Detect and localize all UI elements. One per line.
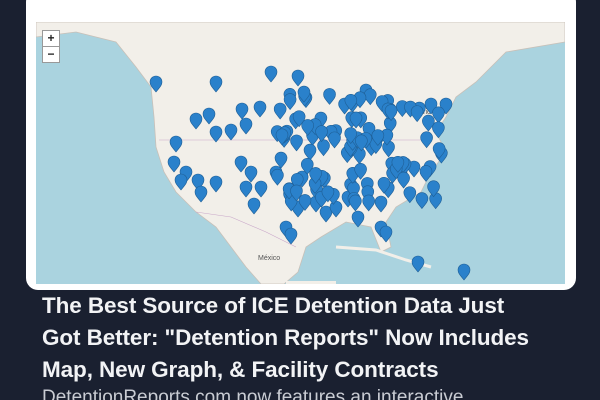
map-pin[interactable] (189, 112, 203, 130)
map-pin[interactable] (239, 180, 253, 198)
map-pin[interactable] (419, 165, 433, 182)
map-pin[interactable] (349, 194, 362, 212)
map-pin[interactable] (362, 194, 375, 212)
map-pin[interactable] (209, 175, 223, 193)
map-pin[interactable] (264, 65, 278, 83)
map-pin[interactable] (274, 151, 288, 169)
map-pin[interactable] (167, 155, 181, 173)
map-pin[interactable] (397, 171, 410, 189)
map-pin[interactable] (411, 255, 425, 273)
map-pin[interactable] (410, 105, 424, 123)
zoom-in[interactable]: + (42, 30, 60, 47)
map-pin[interactable] (384, 104, 398, 122)
map-pin[interactable] (169, 135, 183, 153)
map-pin[interactable] (321, 185, 335, 203)
map-pin[interactable] (374, 195, 388, 213)
map-pin[interactable] (315, 125, 328, 143)
land (36, 22, 565, 284)
title-line[interactable]: Map, New Graph, & Facility Contracts (42, 357, 439, 382)
article-subtitle: DetentionReports.com now features an int… (42, 387, 464, 400)
map-pin[interactable] (403, 186, 417, 204)
map-pin[interactable] (427, 180, 440, 198)
map-pin[interactable] (239, 117, 253, 135)
map-pin[interactable] (291, 69, 305, 87)
map-pin[interactable] (422, 114, 435, 132)
map-pin[interactable] (303, 143, 317, 161)
title-line[interactable]: The Best Source of ICE Detention Data Ju… (42, 293, 505, 318)
map-pin[interactable] (354, 163, 367, 180)
map-pin[interactable] (235, 102, 249, 120)
title-line[interactable]: Got Better: "Detention Reports" Now Incl… (42, 325, 529, 350)
map-pin[interactable] (290, 134, 303, 152)
map-pin[interactable] (149, 75, 163, 93)
map-pin[interactable] (323, 88, 336, 105)
map-pin[interactable] (284, 227, 298, 245)
map-pin[interactable] (457, 263, 471, 281)
map-pin[interactable] (319, 205, 333, 223)
map-pin[interactable] (209, 125, 223, 143)
map: Ontario México (36, 22, 565, 284)
map-pin[interactable] (253, 100, 267, 118)
map-pin[interactable] (415, 192, 429, 210)
map-pin[interactable] (377, 176, 391, 194)
map-pin[interactable] (224, 123, 238, 141)
map-pin[interactable] (234, 155, 248, 173)
map-pin[interactable] (273, 102, 287, 120)
border (195, 211, 297, 248)
map-pin[interactable] (432, 142, 446, 160)
map-pin[interactable] (290, 184, 303, 202)
map-pin[interactable] (432, 106, 445, 124)
map-pin[interactable] (328, 131, 341, 149)
map-pin[interactable] (174, 173, 188, 191)
map-pin[interactable] (283, 93, 297, 111)
map-pin[interactable] (420, 131, 433, 149)
map-pin[interactable] (209, 75, 223, 93)
article-title[interactable]: The Best Source of ICE Detention Data Ju… (42, 290, 587, 386)
map-pin[interactable] (298, 194, 312, 211)
map-pin[interactable] (301, 119, 314, 136)
zoom-out[interactable]: − (42, 46, 60, 63)
map-pin[interactable] (351, 210, 365, 228)
map-pin[interactable] (297, 85, 311, 103)
map-pin[interactable] (349, 111, 363, 129)
pins (149, 65, 471, 281)
map-pin[interactable] (317, 139, 330, 157)
map-pin[interactable] (244, 165, 258, 183)
map-pin[interactable] (247, 197, 261, 215)
map-pin[interactable] (379, 225, 393, 243)
map-pin[interactable] (371, 129, 385, 146)
map-pin[interactable] (344, 127, 358, 144)
map-pin[interactable] (254, 180, 268, 198)
map-pin[interactable] (194, 185, 208, 203)
map-pin[interactable] (344, 94, 358, 111)
map-pin[interactable] (309, 167, 322, 184)
map-pin[interactable] (432, 121, 445, 139)
map-pin[interactable] (391, 156, 405, 173)
map-pin[interactable] (275, 128, 289, 146)
map-pin[interactable] (355, 134, 368, 152)
map-pin[interactable] (202, 107, 216, 125)
map-pin[interactable] (271, 168, 284, 186)
map-label: México (258, 255, 280, 262)
